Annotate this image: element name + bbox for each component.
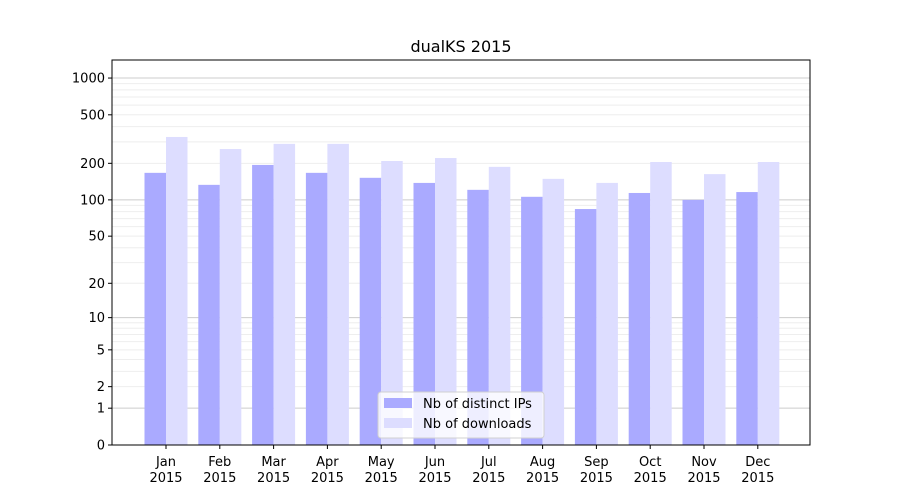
bar-downloads (219, 149, 242, 445)
bar-downloads (757, 162, 780, 445)
y-tick-label: 1 (97, 402, 105, 417)
bar-ips (628, 192, 651, 445)
legend-box (377, 391, 545, 439)
x-tick-label: Oct (639, 455, 661, 470)
bar-downloads (166, 136, 188, 445)
x-tick-label: 2015 (472, 471, 505, 486)
legend-label: Nb of distinct IPs (423, 397, 532, 412)
bar-downloads (488, 166, 511, 446)
y-tick-label: 5 (97, 343, 105, 358)
x-tick-label: Apr (316, 455, 339, 470)
x-tick-label: Nov (691, 455, 717, 470)
x-tick-label: Aug (530, 455, 555, 470)
bar-ips (144, 172, 166, 446)
y-tick-label: 500 (80, 108, 105, 123)
x-tick-label: 2015 (634, 471, 667, 486)
plot-frame (111, 59, 811, 446)
x-tick-label: Mar (261, 455, 286, 470)
chart-title: dualKS 2015 (411, 37, 512, 56)
legend-swatch (384, 418, 412, 428)
x-tick-label: 2015 (149, 471, 182, 486)
legend-swatch (384, 398, 412, 408)
x-tick-label: Jan (155, 455, 176, 470)
bar-downloads (327, 143, 349, 445)
y-tick-label: 200 (80, 157, 105, 172)
x-tick-label: 2015 (257, 471, 290, 486)
legend-label: Nb of downloads (423, 417, 532, 432)
x-tick-label: Jul (480, 455, 497, 470)
x-tick-label: 2015 (311, 471, 344, 486)
bar-downloads (542, 178, 565, 445)
bar-downloads (650, 162, 672, 445)
x-tick-label: 2015 (580, 471, 613, 486)
bar-ips (198, 184, 220, 445)
bar-downloads (704, 174, 726, 445)
bar-ips (736, 192, 758, 445)
bar-ips (682, 199, 704, 445)
bar-downloads (273, 143, 296, 445)
bar-ips (252, 164, 274, 445)
bar-ips (574, 209, 597, 445)
bar-ips (359, 177, 382, 445)
bar-ips (413, 182, 435, 445)
bar-ips (521, 196, 543, 445)
bar-downloads (596, 182, 618, 445)
bar-ips (305, 172, 328, 446)
y-tick-label: 10 (88, 311, 105, 326)
y-tick-label: 2 (97, 380, 105, 395)
x-tick-label: Dec (745, 455, 770, 470)
x-tick-label: 2015 (203, 471, 236, 486)
y-tick-label: 100 (80, 193, 105, 208)
x-tick-label: Feb (208, 455, 231, 470)
x-tick-label: 2015 (687, 471, 720, 486)
bar-downloads (435, 158, 457, 446)
x-tick-label: 2015 (526, 471, 559, 486)
y-tick-label: 50 (88, 230, 105, 245)
x-tick-label: 2015 (418, 471, 451, 486)
x-tick-label: Jun (424, 455, 445, 470)
x-tick-label: Sep (584, 455, 609, 470)
bar-downloads (381, 160, 403, 445)
y-tick-label: 20 (88, 277, 105, 292)
y-tick-label: 0 (97, 439, 105, 454)
x-tick-label: May (368, 455, 395, 470)
x-tick-label: 2015 (365, 471, 398, 486)
bar-ips (467, 189, 489, 445)
x-tick-label: 2015 (741, 471, 774, 486)
y-tick-label: 1000 (72, 72, 105, 87)
